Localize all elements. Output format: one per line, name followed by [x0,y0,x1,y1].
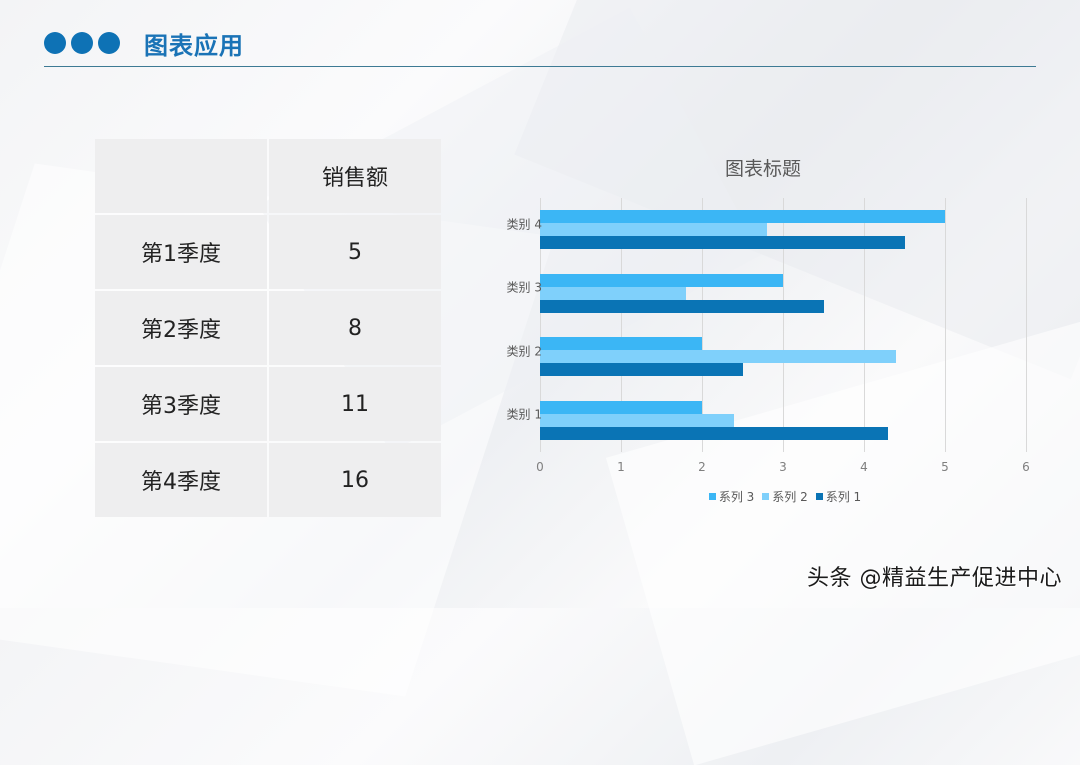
table-row: 第3季度 11 [95,367,441,441]
dot-icon [44,32,66,54]
bar-系列1-类别2 [540,363,743,377]
slide-header: 图表应用 [44,26,244,60]
legend-swatch-icon [762,493,770,500]
bar-系列2-类别3 [540,286,686,300]
quarter-label: 第2季度 [95,291,267,365]
gridline [1026,198,1027,452]
table-row: 第2季度 8 [95,291,441,365]
x-tick-label: 6 [1022,460,1030,474]
chart-legend: 系列 3 系列 2 系列 1 [470,488,1070,505]
gridline [540,198,541,452]
bar-系列1-类别1 [540,426,889,440]
table-header-cell: 销售额 [268,139,441,213]
quarter-label: 第1季度 [95,215,267,289]
legend-item: 系列 3 [708,488,755,505]
x-tick-label: 1 [617,460,625,474]
category-label: 类别 2 [506,344,542,359]
legend-swatch-icon [708,493,716,500]
sales-table: 销售额 第1季度 5 第2季度 8 第3季度 11 第4季度 16 [93,137,443,519]
page-title: 图表应用 [144,31,244,60]
category-label: 类别 4 [506,217,542,232]
x-tick-label: 0 [536,460,544,474]
watermark: 头条 @精益生产促进中心 [807,566,1062,591]
gridline [702,198,703,452]
table-row: 第1季度 5 [95,215,441,289]
x-tick-label: 3 [779,460,787,474]
bar-系列1-类别3 [540,299,824,313]
decorative-dots [44,32,120,54]
x-tick-label: 5 [941,460,949,474]
sales-value: 16 [268,443,441,517]
legend-label: 系列 1 [825,490,862,504]
table-row: 第4季度 16 [95,443,441,517]
category-label: 类别 1 [506,407,542,422]
dot-icon [71,32,93,54]
dot-icon [98,32,120,54]
sales-value: 8 [268,291,441,365]
legend-label: 系列 2 [772,490,808,504]
plot-area [540,198,1027,452]
gridline [864,198,865,452]
bar-系列2-类别1 [540,413,735,427]
category-label: 类别 3 [506,280,542,295]
gridline [945,198,946,452]
header-divider [44,66,1036,67]
quarter-label: 第3季度 [95,367,267,441]
gridline [621,198,622,452]
legend-label: 系列 3 [718,490,755,504]
bar-系列3-类别4 [540,210,945,224]
x-tick-label: 2 [698,460,706,474]
sales-value: 11 [268,367,441,441]
table-header-row: 销售额 [95,139,441,213]
sales-value: 5 [268,215,441,289]
bar-系列3-类别3 [540,273,783,287]
legend-item: 系列 1 [815,488,862,505]
bar-系列3-类别2 [540,337,702,351]
gridline [783,198,784,452]
legend-swatch-icon [815,493,823,500]
bar-系列2-类别4 [540,223,767,237]
chart-title: 图表标题 [724,158,801,180]
bar-系列3-类别1 [540,400,702,414]
bar-chart: 图表标题 系列 3 系列 2 系列 1 0 1 2 3 4 5 6 类别 1 类别 2 类别 3 类别 … [470,140,1070,520]
bar-系列2-类别2 [540,350,897,364]
table-header-cell [95,139,267,213]
quarter-label: 第4季度 [95,443,267,517]
bar-系列1-类别4 [540,236,905,250]
legend-item: 系列 2 [762,488,808,505]
x-tick-label: 4 [860,460,868,474]
